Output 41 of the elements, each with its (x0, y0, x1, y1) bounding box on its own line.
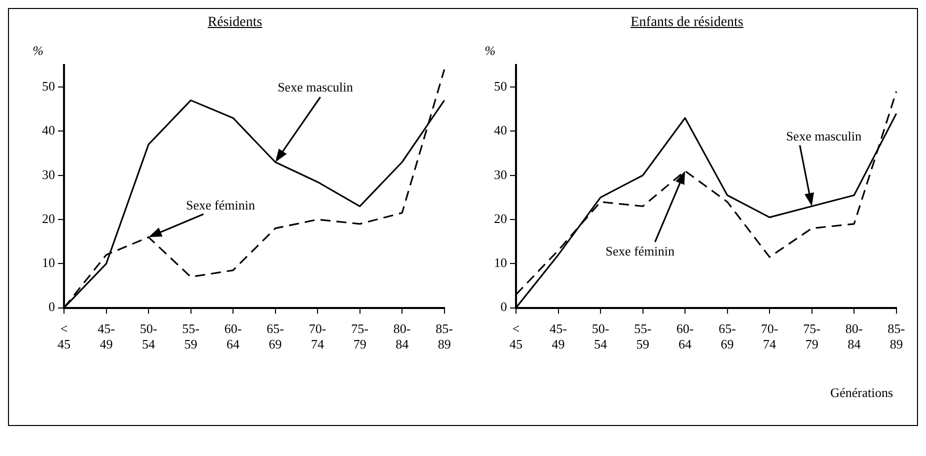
chart-title: Résidents (206, 14, 264, 32)
y-tick-label: 40 (494, 122, 507, 138)
series-label: Sexe masculin (786, 128, 862, 144)
y-tick-label: 20 (42, 210, 55, 226)
x-tick-label: 70- 74 (760, 321, 778, 352)
x-tick-label: 60- 64 (224, 321, 242, 352)
y-tick-label: 10 (494, 255, 507, 270)
y-axis-title: % (32, 43, 44, 58)
y-tick-label: 30 (42, 166, 55, 182)
x-tick-label: 45- 49 (98, 321, 115, 352)
x-tick-label: 65- 69 (266, 321, 284, 352)
y-tick-label: 50 (494, 78, 507, 94)
x-tick-label: 50- 54 (592, 321, 610, 352)
x-tick-label: 85- 89 (436, 321, 454, 352)
x-axis-title: Générations (829, 384, 894, 402)
x-tick-label: < 45 (510, 321, 522, 352)
y-tick-label: 50 (42, 78, 55, 94)
series-label: Sexe féminin (186, 198, 255, 213)
x-tick-label: 55- 59 (634, 321, 652, 352)
x-tick-label: 70- 74 (308, 321, 326, 352)
x-tick-label: 75- 79 (803, 321, 820, 352)
x-tick-label: 80- 84 (845, 321, 863, 352)
x-tick-label: 80- 84 (393, 321, 411, 352)
x-tick-label: 60- 64 (676, 321, 694, 352)
x-tick-label: 75- 79 (351, 321, 368, 352)
y-tick-label: 0 (48, 299, 55, 314)
x-tick-label: 85- 89 (888, 321, 906, 352)
text: Sexe masculin (278, 80, 354, 95)
y-tick-label: 10 (42, 255, 55, 270)
text: Sexe féminin (606, 243, 675, 258)
x-tick-label: < 45 (58, 321, 70, 352)
y-axis-title: % (484, 43, 496, 58)
x-tick-label: 55- 59 (182, 321, 200, 352)
x-tick-label: 50- 54 (140, 321, 158, 352)
chart-title: Enfants de résidents (630, 14, 744, 32)
y-tick-label: 40 (42, 122, 55, 138)
x-tick-label: 45- 49 (550, 321, 567, 352)
x-tick-label: 65- 69 (718, 321, 736, 352)
y-tick-label: 30 (494, 166, 507, 182)
y-tick-label: 0 (500, 299, 507, 314)
y-tick-label: 20 (494, 210, 507, 226)
